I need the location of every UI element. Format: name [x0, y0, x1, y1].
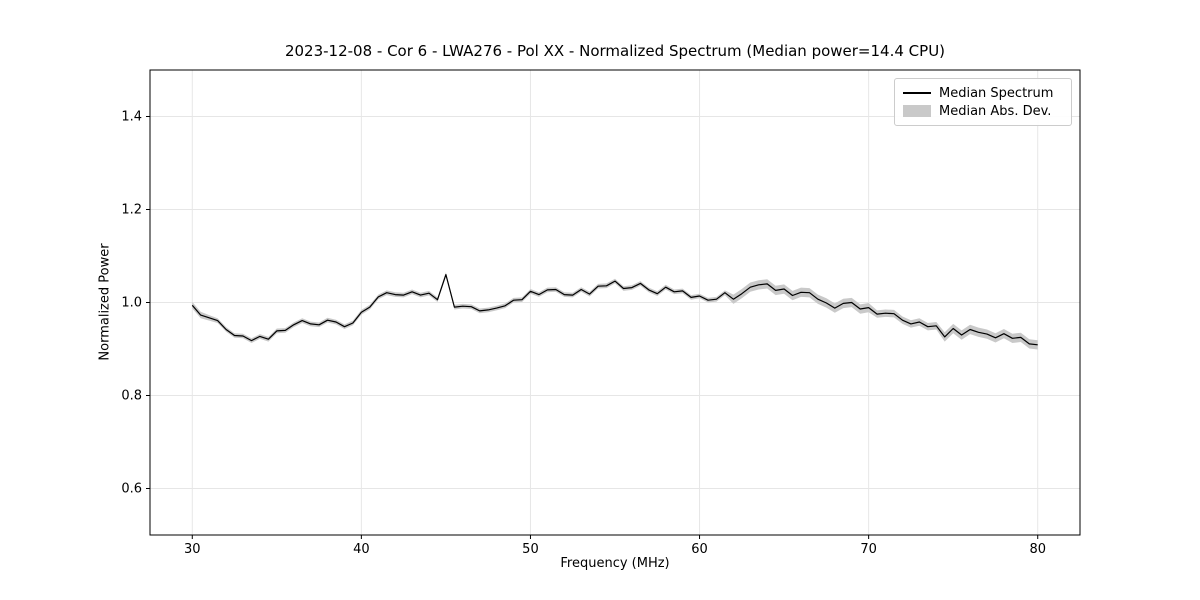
legend-label: Median Spectrum [939, 85, 1054, 101]
legend-label: Median Abs. Dev. [939, 103, 1052, 119]
y-tick-label: 0.8 [121, 389, 142, 404]
x-axis-label: Frequency (MHz) [560, 556, 670, 571]
mad-band [192, 272, 1038, 350]
x-tick-label: 70 [860, 542, 877, 557]
y-tick-label: 1.4 [121, 110, 142, 125]
legend: Median Spectrum Median Abs. Dev. [894, 78, 1072, 126]
x-tick-label: 50 [522, 542, 539, 557]
x-tick-label: 40 [353, 542, 370, 557]
x-tick-label: 80 [1029, 542, 1046, 557]
legend-entry-median-abs-dev: Median Abs. Dev. [903, 105, 1063, 118]
y-tick-label: 1.2 [121, 203, 142, 218]
legend-entry-median-spectrum: Median Spectrum [903, 87, 1063, 100]
y-tick-label: 1.0 [121, 296, 142, 311]
y-axis-label: Normalized Power [97, 243, 113, 361]
legend-patch-sample [903, 105, 931, 117]
x-tick-label: 30 [184, 542, 201, 557]
y-tick-label: 0.6 [121, 482, 142, 497]
legend-line-sample [903, 92, 931, 94]
chart-title: 2023-12-08 - Cor 6 - LWA276 - Pol XX - N… [284, 42, 946, 60]
median-spectrum-line [191, 274, 1038, 346]
x-tick-label: 60 [691, 542, 708, 557]
